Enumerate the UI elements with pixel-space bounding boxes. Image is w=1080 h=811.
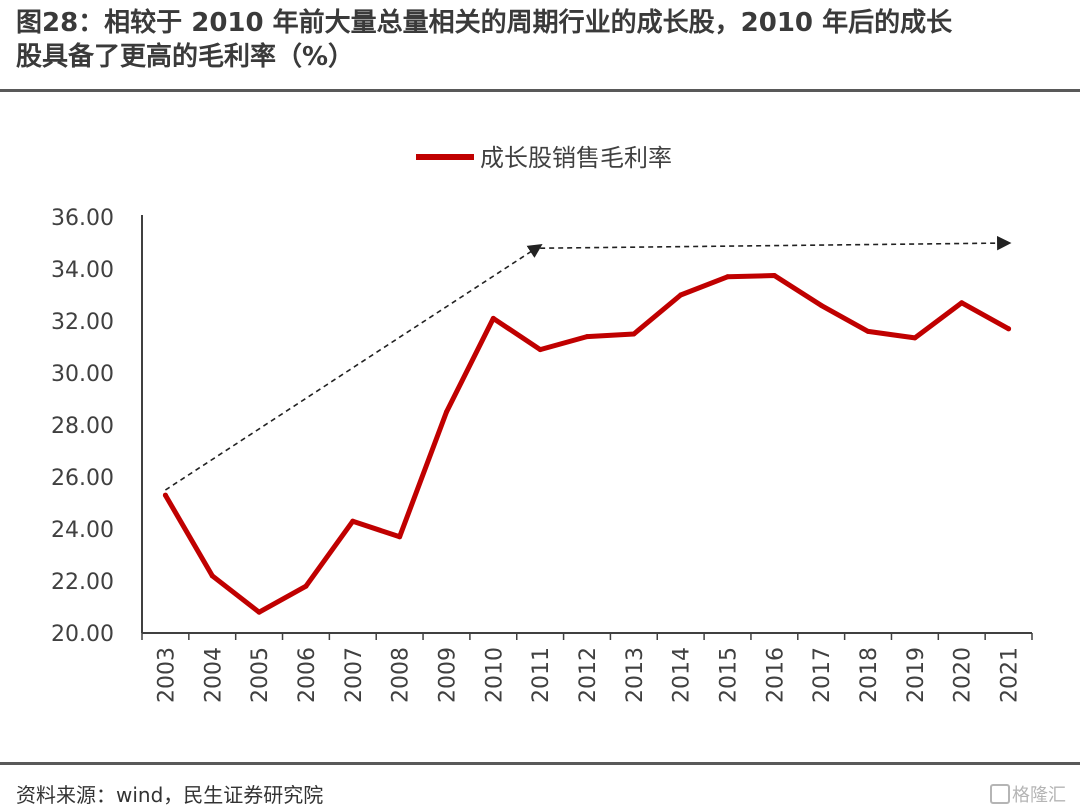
trend-arrows	[164, 235, 1012, 491]
data-point	[443, 409, 449, 415]
y-tick-label: 20.00	[51, 622, 114, 647]
data-point	[303, 583, 309, 589]
legend-label: 成长股销售毛利率	[480, 144, 672, 172]
x-tick-label: 2010	[482, 647, 507, 703]
x-tick-label: 2005	[248, 647, 273, 703]
data-point	[209, 573, 215, 579]
line-chart: 成长股销售毛利率 20.00 22.00 24.00 26.00 28.00 30.00 3…	[51, 144, 1033, 703]
x-tick-label: 2004	[201, 647, 226, 703]
y-tick-label: 26.00	[51, 466, 114, 491]
axes	[141, 215, 1033, 640]
chart-title: 图28：相较于 2010 年前大量总量相关的周期行业的成长股，2010 年后的成…	[16, 6, 1066, 74]
x-tick-label: 2019	[904, 647, 929, 703]
data-point	[537, 347, 543, 353]
watermark: 格隆汇	[990, 781, 1066, 807]
x-tick-label: 2016	[763, 647, 788, 703]
x-tick-label: 2003	[154, 647, 179, 703]
x-tick-label: 2021	[998, 647, 1023, 703]
x-tick-label: 2009	[435, 647, 460, 703]
series-layer	[162, 273, 1012, 615]
x-tick-label: 2008	[389, 647, 414, 703]
data-point	[631, 331, 637, 337]
watermark-text: 格隆汇	[1012, 785, 1066, 806]
x-tick-label: 2020	[951, 647, 976, 703]
y-tick-label: 36.00	[51, 206, 114, 231]
x-tick-label: 2017	[810, 647, 835, 703]
watermark-logo-icon	[990, 784, 1010, 804]
y-tick-label: 22.00	[51, 570, 114, 595]
x-tick-label: 2007	[342, 647, 367, 703]
series-line	[162, 273, 1012, 615]
data-point	[818, 302, 824, 308]
x-axis-ticks: 2003 2004 2005 2006 2007 2008 2009 2010 2011 2012…	[154, 647, 1022, 703]
data-point	[350, 518, 356, 524]
data-point	[397, 534, 403, 540]
y-tick-label: 28.00	[51, 414, 114, 439]
x-tick-label: 2011	[529, 647, 554, 703]
data-point	[912, 335, 918, 341]
x-tick-label: 2012	[576, 647, 601, 703]
data-point	[678, 292, 684, 298]
data-point	[771, 273, 777, 278]
footer-divider	[0, 762, 1080, 765]
y-tick-label: 30.00	[51, 362, 114, 387]
data-point	[584, 334, 590, 340]
data-point	[959, 300, 965, 306]
x-tick-label: 2018	[857, 647, 882, 703]
x-tick-label: 2006	[295, 647, 320, 703]
y-tick-label: 34.00	[51, 258, 114, 283]
dashed-trend-arrow	[540, 235, 1012, 251]
x-tick-label: 2013	[623, 647, 648, 703]
y-axis-ticks: 20.00 22.00 24.00 26.00 28.00 30.00 32.00 34.00…	[51, 206, 114, 647]
chart-title-line-2: 股具备了更高的毛利率（%）	[16, 42, 355, 72]
source-note: 资料来源：wind，民生证券研究院	[16, 783, 324, 807]
data-point	[162, 492, 168, 498]
data-point	[490, 315, 496, 321]
data-point	[725, 274, 731, 280]
y-tick-label: 32.00	[51, 310, 114, 335]
chart-title-line-1: 图28：相较于 2010 年前大量总量相关的周期行业的成长股，2010 年后的成…	[16, 8, 953, 38]
x-tick-label: 2014	[670, 647, 695, 703]
dashed-trend-arrow	[164, 244, 543, 491]
data-point	[256, 609, 262, 615]
data-point	[865, 328, 871, 334]
legend: 成长股销售毛利率	[416, 144, 672, 172]
y-tick-label: 24.00	[51, 518, 114, 543]
title-divider	[0, 89, 1080, 92]
data-point	[1006, 326, 1012, 332]
x-tick-label: 2015	[717, 647, 742, 703]
